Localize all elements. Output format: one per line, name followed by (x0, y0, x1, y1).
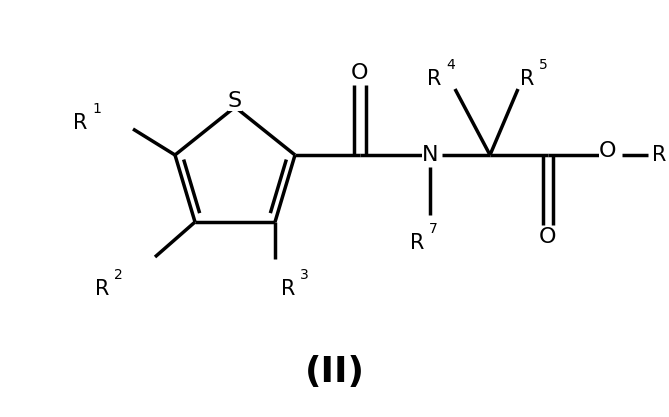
Text: 2: 2 (114, 268, 122, 282)
Text: 7: 7 (429, 222, 438, 236)
Text: R: R (652, 145, 666, 165)
Text: S: S (228, 91, 242, 111)
Text: R: R (427, 69, 442, 89)
Text: O: O (539, 227, 557, 247)
Text: N: N (421, 145, 438, 165)
Text: R: R (281, 279, 296, 299)
Text: 5: 5 (539, 58, 548, 72)
Text: 1: 1 (92, 102, 101, 116)
Text: R: R (95, 279, 109, 299)
Text: 3: 3 (300, 268, 309, 282)
Text: R: R (520, 69, 535, 89)
Text: 4: 4 (446, 58, 455, 72)
Text: O: O (351, 63, 369, 83)
Text: O: O (599, 141, 617, 161)
Text: (II): (II) (305, 355, 365, 389)
Text: R: R (410, 233, 424, 253)
Text: R: R (73, 113, 88, 133)
